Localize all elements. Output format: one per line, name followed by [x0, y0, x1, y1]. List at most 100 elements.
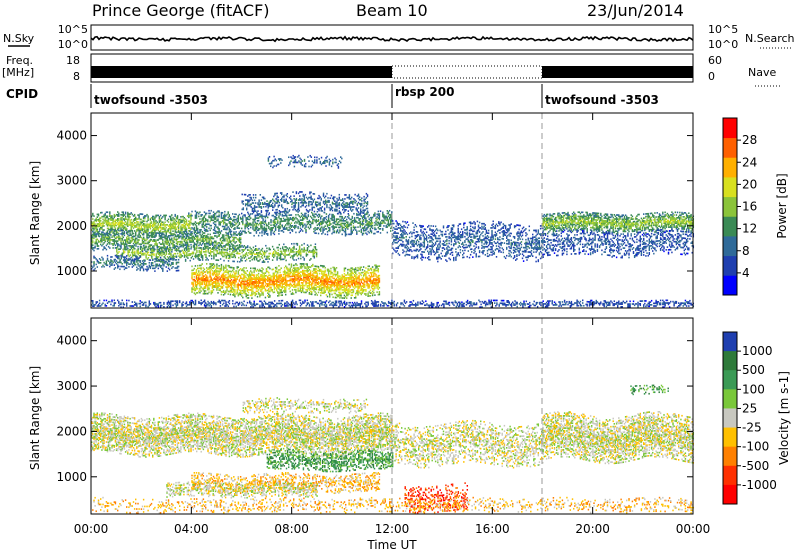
heatmap-cell — [146, 258, 149, 260]
heatmap-cell — [103, 236, 105, 239]
heatmap-cell — [174, 234, 176, 237]
heatmap-cell — [97, 245, 100, 247]
heatmap-cell — [224, 214, 226, 217]
heatmap-cell — [253, 257, 256, 260]
heatmap-cell — [220, 276, 223, 278]
heatmap-cell — [216, 219, 218, 222]
heatmap-cell — [223, 239, 225, 242]
heatmap-cell — [260, 256, 263, 258]
heatmap-cell — [322, 230, 324, 233]
heatmap-cell — [257, 260, 259, 262]
heatmap-cell — [191, 287, 193, 289]
noise-tick-left-top: 10^5 — [58, 23, 88, 36]
heatmap-cell — [148, 232, 151, 234]
heatmap-cell — [181, 244, 183, 247]
heatmap-cell — [282, 231, 285, 233]
heatmap-cell — [161, 226, 163, 229]
heatmap-cell — [264, 231, 267, 234]
heatmap-cell — [243, 290, 245, 292]
heatmap-cell — [129, 221, 131, 224]
heatmap-cell — [149, 249, 152, 251]
heatmap-cell — [186, 223, 189, 226]
heatmap-cell — [164, 218, 166, 221]
heatmap-cell — [283, 250, 285, 252]
heatmap-cell — [218, 222, 220, 225]
heatmap-cell — [144, 225, 146, 228]
heatmap-cell — [114, 219, 117, 221]
heatmap-cell — [247, 297, 250, 299]
heatmap-cell — [284, 252, 286, 255]
heatmap-cell — [364, 229, 366, 232]
heatmap-cell — [97, 218, 100, 221]
heatmap-cell — [383, 216, 385, 219]
heatmap-cell — [235, 248, 238, 251]
heatmap-cell — [193, 288, 196, 290]
heatmap-cell — [237, 220, 240, 223]
heatmap-cell — [227, 290, 229, 293]
heatmap-cell — [156, 214, 158, 217]
heatmap-cell — [95, 217, 97, 220]
heatmap-cell — [207, 223, 209, 226]
heatmap-cell — [215, 270, 217, 272]
heatmap-cell — [211, 215, 214, 218]
heatmap-cell — [133, 224, 136, 227]
heatmap-cell — [96, 216, 99, 218]
heatmap-cell — [142, 242, 145, 244]
heatmap-cell — [163, 224, 165, 226]
heatmap-cell — [255, 232, 258, 234]
heatmap-cell — [210, 278, 212, 280]
heatmap-cell — [287, 211, 289, 214]
heatmap-cell — [207, 292, 209, 295]
heatmap-cell — [183, 227, 186, 230]
heatmap-cell — [165, 230, 167, 233]
heatmap-cell — [242, 277, 244, 280]
heatmap-cell — [209, 249, 212, 252]
heatmap-cell — [233, 282, 235, 284]
heatmap-cell — [217, 246, 219, 248]
heatmap-cell — [257, 214, 260, 217]
heatmap-cell — [209, 224, 211, 227]
heatmap-cell — [182, 244, 185, 246]
heatmap-cell — [155, 244, 157, 247]
heatmap-cell — [179, 236, 181, 239]
heatmap-cell — [241, 257, 243, 259]
heatmap-cell — [172, 225, 174, 227]
heatmap-cell — [163, 248, 165, 250]
heatmap-cell — [295, 216, 297, 219]
heatmap-cell — [243, 230, 245, 233]
heatmap-cell — [390, 222, 392, 224]
heatmap-cell — [106, 237, 109, 240]
heatmap-cell — [188, 253, 190, 255]
heatmap-cell — [100, 239, 102, 242]
heatmap-cell — [303, 246, 305, 249]
heatmap-cell — [107, 222, 110, 224]
heatmap-cell — [293, 242, 295, 245]
heatmap-cell — [288, 210, 290, 212]
heatmap-cell — [186, 244, 189, 246]
heatmap-cell — [181, 233, 183, 236]
heatmap-cell — [130, 237, 132, 239]
heatmap-cell — [216, 277, 218, 279]
heatmap-cell — [272, 268, 275, 271]
heatmap-cell — [351, 221, 354, 223]
heatmap-cell — [233, 253, 235, 256]
heatmap-cell — [210, 291, 212, 294]
heatmap-cell — [113, 240, 116, 242]
heatmap-cell — [295, 226, 297, 228]
heatmap-cell — [136, 241, 138, 244]
heatmap-cell — [276, 259, 278, 261]
heatmap-cell — [147, 242, 149, 245]
heatmap-cell — [255, 217, 258, 219]
heatmap-cell — [123, 234, 126, 237]
heatmap-cell — [167, 229, 170, 232]
heatmap-cell — [164, 250, 167, 253]
heatmap-cell — [362, 219, 365, 221]
heatmap-cell — [197, 256, 199, 259]
heatmap-cell — [232, 246, 234, 248]
heatmap-cell — [271, 259, 274, 261]
heatmap-cell — [179, 240, 181, 243]
heatmap-cell — [144, 228, 146, 231]
heatmap-cell — [250, 213, 252, 215]
heatmap-cell — [343, 224, 346, 226]
heatmap-cell — [128, 236, 130, 239]
